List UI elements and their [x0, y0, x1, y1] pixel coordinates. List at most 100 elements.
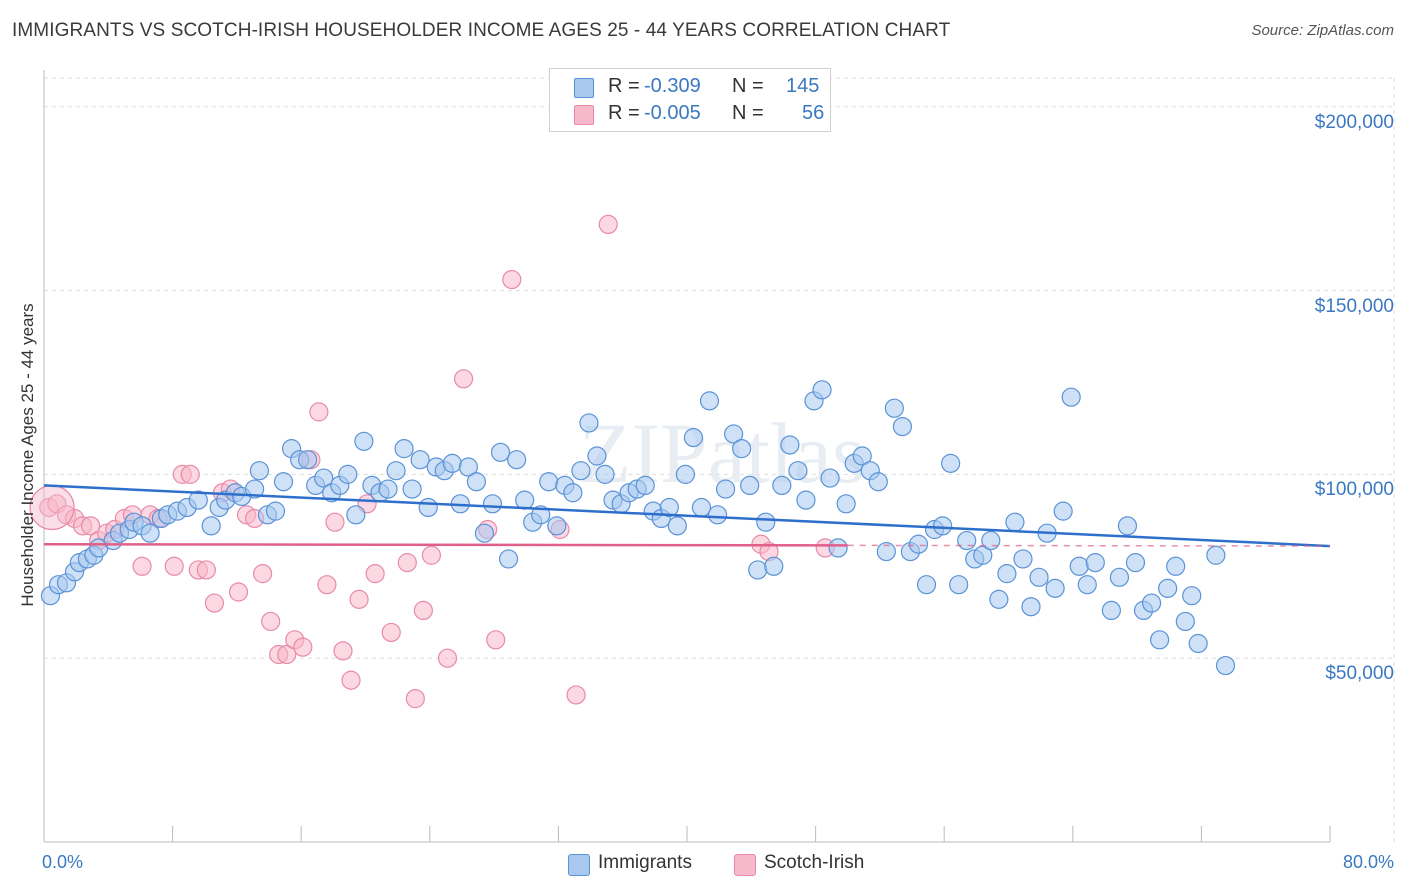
scotch-irish-point	[325, 512, 345, 532]
immigrants-point	[394, 439, 414, 459]
scotch-irish-point	[132, 556, 152, 576]
scotch-irish-point	[566, 685, 586, 705]
immigrants-point	[402, 479, 422, 499]
immigrants-point	[724, 424, 744, 444]
scotch-irish-point	[317, 575, 337, 595]
immigrants-point	[201, 516, 221, 536]
scotch-irish-point	[196, 560, 216, 580]
immigrants-point	[892, 416, 913, 437]
immigrants-point	[1077, 575, 1097, 595]
immigrants-point	[298, 450, 318, 470]
immigrants-point	[1141, 593, 1162, 613]
x-tick-label-max: 80.0%	[1342, 852, 1394, 872]
scotch-irish-point	[333, 641, 353, 661]
immigrants-point	[981, 530, 1001, 551]
immigrants-point	[989, 589, 1009, 609]
scotch-irish-point	[502, 269, 522, 290]
immigrants-point	[595, 464, 615, 484]
scotch-irish-point	[81, 516, 101, 536]
immigrants-point	[539, 472, 559, 492]
y-tick-label: $50,000	[1325, 663, 1394, 685]
immigrants-point	[410, 450, 430, 470]
immigrants-point	[957, 530, 977, 551]
source-label: Source: ZipAtlas.com	[1251, 22, 1394, 39]
immigrants-point	[1150, 630, 1170, 650]
immigrants-point	[188, 490, 208, 510]
y-tick-label: $200,000	[1314, 111, 1394, 133]
immigrants-point	[868, 472, 888, 492]
y-tick-label: $150,000	[1314, 295, 1394, 317]
immigrants-point	[748, 560, 768, 580]
immigrants-point	[354, 431, 374, 451]
scotch-irish-point	[413, 600, 433, 621]
immigrants-point	[1117, 516, 1138, 536]
immigrants-point	[140, 523, 160, 543]
scotch-irish-point	[365, 564, 385, 584]
immigrants-point	[828, 538, 848, 558]
immigrants-point	[579, 413, 599, 433]
immigrants-point	[1101, 600, 1121, 621]
immigrants-point	[764, 556, 784, 576]
immigrants-point	[635, 475, 655, 496]
y-tick-label: $100,000	[1314, 479, 1394, 501]
immigrants-point	[386, 461, 406, 481]
scotch-irish-point	[405, 689, 425, 709]
bottom-legend-swatch-immigrants	[568, 854, 590, 876]
legend-r-label: R =	[608, 75, 640, 97]
immigrants-point	[314, 468, 334, 488]
scotch-irish-point	[341, 670, 361, 690]
immigrants-point	[474, 523, 495, 543]
immigrants-point	[756, 512, 776, 532]
scotch-irish-point	[277, 644, 297, 665]
immigrants-point	[780, 435, 800, 455]
immigrants-point	[1188, 633, 1208, 654]
scotch-irish-point	[381, 622, 401, 643]
immigrants-point	[836, 494, 856, 514]
immigrants-point	[1061, 387, 1081, 407]
scotch-irish-point	[293, 637, 313, 657]
immigrants-point	[997, 564, 1017, 584]
immigrants-points	[40, 380, 1236, 676]
immigrants-point	[1158, 578, 1178, 598]
immigrants-point	[418, 497, 438, 518]
legend-r-value: -0.309	[644, 75, 701, 97]
immigrants-point	[1182, 586, 1202, 606]
immigrants-point	[884, 398, 904, 418]
immigrants-point	[1085, 553, 1105, 573]
chart-title: IMMIGRANTS VS SCOTCH-IRISH HOUSEHOLDER I…	[12, 20, 951, 41]
trend-lines	[43, 484, 1331, 548]
scotch-irish-point	[437, 648, 458, 668]
legend-n-value: 145	[786, 75, 820, 97]
immigrants-point	[796, 490, 816, 510]
immigrants-point	[732, 439, 752, 459]
scotch-irish-point	[180, 464, 200, 484]
immigrants-point	[531, 505, 551, 525]
immigrants-point	[667, 516, 687, 536]
immigrants-point	[1109, 567, 1130, 587]
legend-swatch-immigrants	[574, 78, 594, 98]
immigrants-point	[482, 494, 503, 514]
immigrants-point	[683, 428, 704, 448]
immigrants-point	[1021, 597, 1041, 617]
correlation-legend: R = -0.309 N = 145 R = -0.005 N = 56	[549, 68, 831, 132]
bottom-legend-label: Scotch-Irish	[764, 852, 865, 873]
immigrants-point	[563, 483, 583, 503]
scotch-irish-point	[397, 553, 417, 573]
immigrants-point	[852, 446, 872, 466]
immigrants-point	[571, 461, 591, 481]
axes	[43, 70, 1331, 843]
immigrants-point	[273, 472, 294, 492]
bottom-legend-label: Immigrants	[598, 852, 692, 873]
scotch-irish-point	[253, 564, 273, 584]
legend-r-value: -0.005	[644, 102, 701, 124]
immigrants-point	[876, 541, 896, 562]
immigrants-point	[1005, 512, 1025, 532]
scotch-irish-point	[421, 545, 442, 565]
legend-n-value: 56	[802, 102, 825, 124]
immigrants-point	[820, 468, 840, 488]
legend-swatch-scotch-irish	[574, 105, 594, 125]
immigrants-point	[659, 497, 679, 518]
immigrants-point	[338, 464, 358, 484]
immigrants-point	[707, 505, 728, 525]
immigrants-point	[916, 575, 937, 595]
